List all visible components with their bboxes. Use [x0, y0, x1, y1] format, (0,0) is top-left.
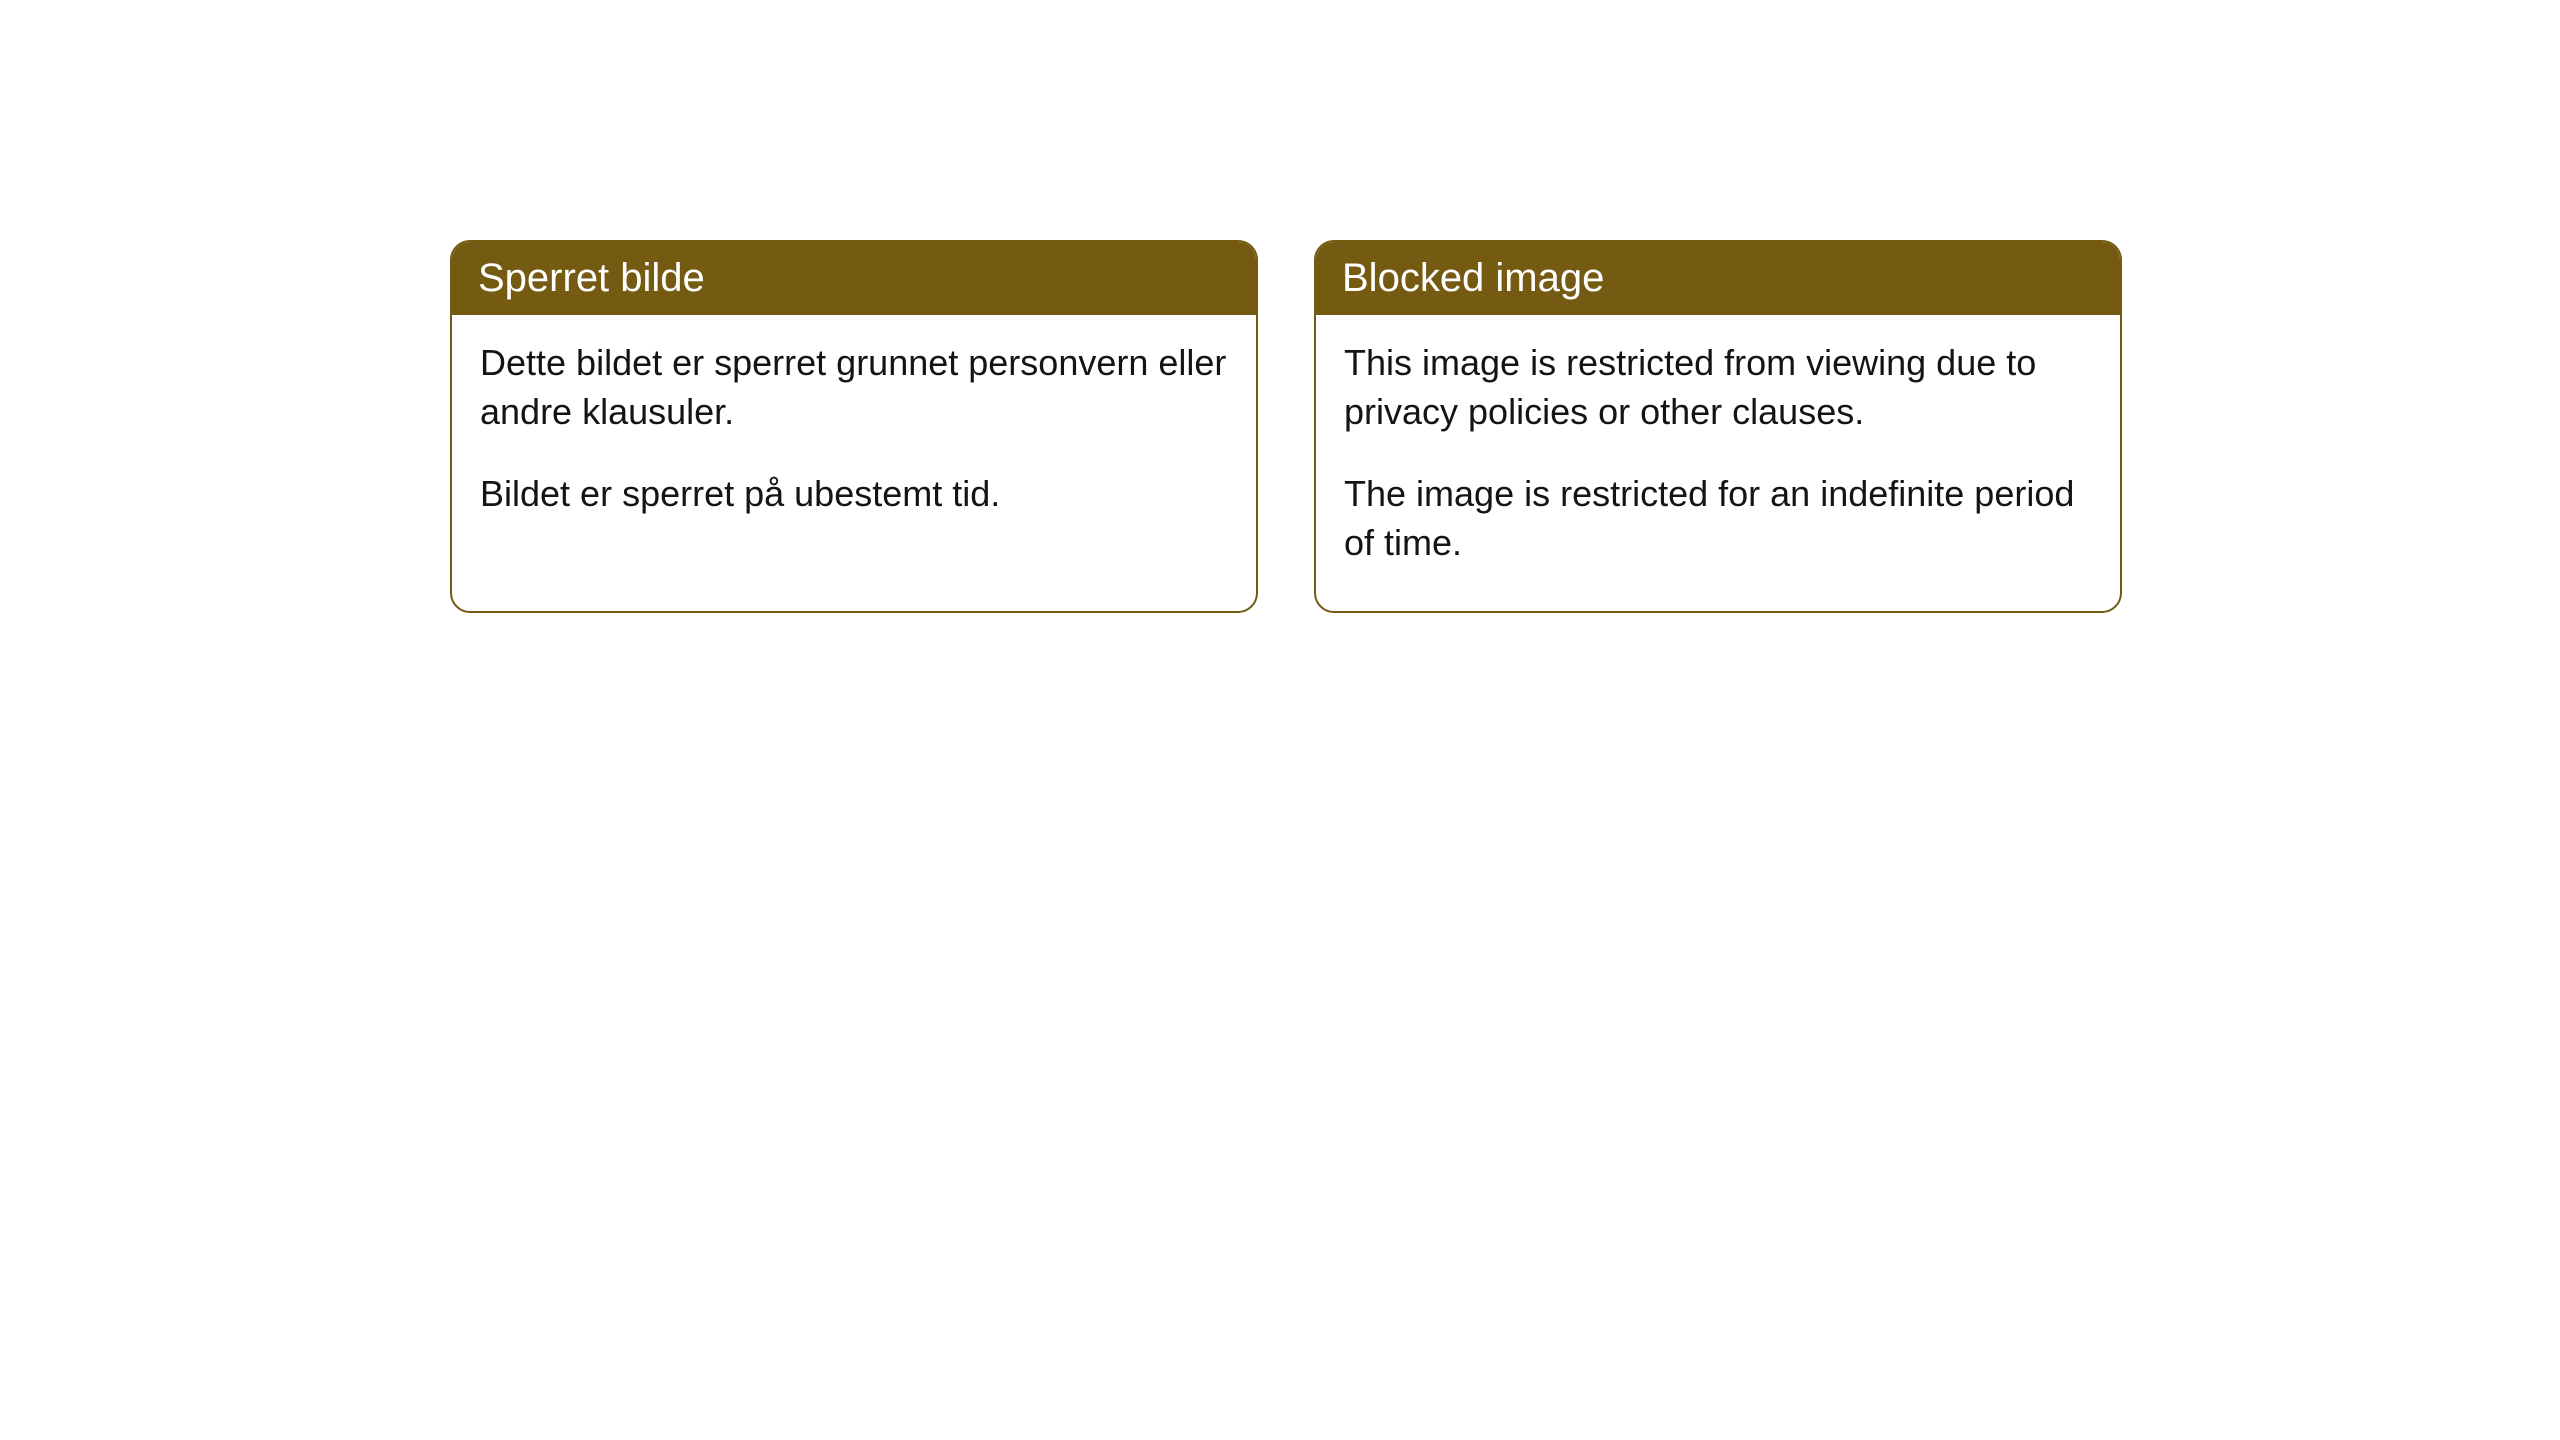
card-paragraph: Dette bildet er sperret grunnet personve…	[480, 339, 1228, 436]
cards-container: Sperret bilde Dette bildet er sperret gr…	[450, 240, 2560, 613]
card-body-english: This image is restricted from viewing du…	[1316, 315, 2120, 611]
card-paragraph: This image is restricted from viewing du…	[1344, 339, 2092, 436]
card-norwegian: Sperret bilde Dette bildet er sperret gr…	[450, 240, 1258, 613]
card-header-english: Blocked image	[1316, 242, 2120, 315]
card-body-norwegian: Dette bildet er sperret grunnet personve…	[452, 315, 1256, 563]
card-paragraph: Bildet er sperret på ubestemt tid.	[480, 470, 1228, 519]
card-paragraph: The image is restricted for an indefinit…	[1344, 470, 2092, 567]
card-header-norwegian: Sperret bilde	[452, 242, 1256, 315]
card-english: Blocked image This image is restricted f…	[1314, 240, 2122, 613]
